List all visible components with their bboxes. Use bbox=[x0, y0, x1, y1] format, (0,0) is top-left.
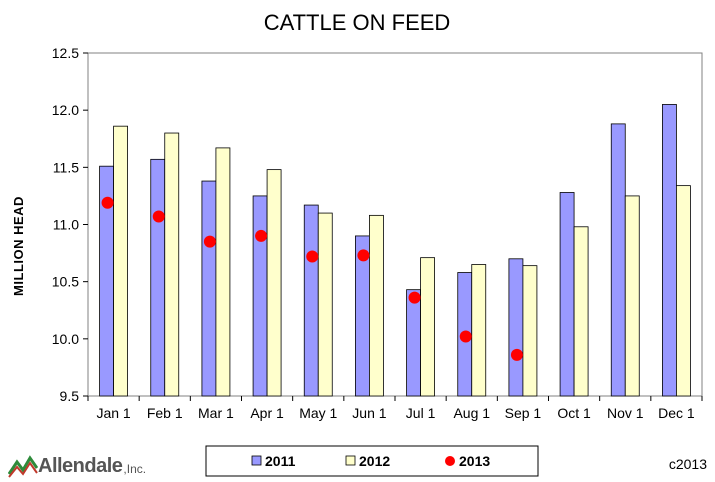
allendale-logo-icon bbox=[8, 455, 38, 478]
x-tick-label: Feb 1 bbox=[147, 405, 183, 421]
bar-2011-sep-1 bbox=[508, 258, 524, 397]
legend: 2011 2012 2013 bbox=[205, 445, 539, 477]
legend-marker-2013 bbox=[445, 456, 455, 466]
bar-2011-jul-1 bbox=[406, 289, 421, 397]
x-tick-label: Jun 1 bbox=[352, 405, 386, 421]
copyright-text: c2013 bbox=[668, 456, 707, 472]
marker-2013-sep-1 bbox=[510, 348, 523, 361]
y-tick-label: 11.0 bbox=[53, 217, 79, 233]
y-tick-label: 12.0 bbox=[52, 102, 79, 118]
logo-suffix: ,Inc. bbox=[123, 462, 147, 476]
bar-2011-oct-1 bbox=[559, 192, 575, 397]
bar-2011-dec-1 bbox=[662, 104, 677, 397]
markers-layer bbox=[101, 196, 523, 361]
legend-label-2012: 2012 bbox=[359, 453, 390, 469]
marker-2013-may-1 bbox=[306, 250, 319, 263]
marker-2013-jun-1 bbox=[357, 249, 370, 262]
bar-2012-jun-1 bbox=[369, 214, 384, 397]
bar-2011-feb-1 bbox=[150, 158, 166, 397]
bar-2011-nov-1 bbox=[610, 123, 626, 397]
bar-2012-oct-1 bbox=[573, 226, 589, 397]
legend-label-2011: 2011 bbox=[265, 453, 296, 469]
bar-2012-sep-1 bbox=[522, 265, 538, 397]
bar-2011-apr-1 bbox=[252, 195, 268, 397]
marker-2013-jul-1 bbox=[408, 291, 421, 304]
marker-2013-mar-1 bbox=[203, 235, 216, 248]
bar-2012-nov-1 bbox=[624, 195, 640, 397]
x-tick-label: Sep 1 bbox=[505, 405, 542, 421]
x-tick-label: May 1 bbox=[299, 405, 337, 421]
bar-2011-may-1 bbox=[303, 204, 319, 397]
x-tick-label: Jul 1 bbox=[406, 405, 436, 421]
y-tick-label: 10.0 bbox=[52, 331, 79, 347]
y-tick-label: 10.5 bbox=[52, 274, 79, 290]
x-tick-label: Oct 1 bbox=[557, 405, 591, 421]
y-axis: 9.5 10.0 10.5 11.0 11.5 12.0 12.5 bbox=[52, 45, 88, 404]
plot-area bbox=[87, 52, 703, 397]
bar-2012-dec-1 bbox=[676, 185, 691, 397]
x-tick-label: Aug 1 bbox=[453, 405, 490, 421]
bar-2011-mar-1 bbox=[201, 180, 217, 397]
marker-2013-aug-1 bbox=[459, 330, 472, 343]
bar-2012-aug-1 bbox=[471, 264, 487, 397]
x-tick-label: Apr 1 bbox=[250, 405, 284, 421]
marker-2013-jan-1 bbox=[101, 196, 114, 209]
y-tick-label: 9.5 bbox=[60, 388, 80, 404]
chart-title: CATTLE ON FEED bbox=[264, 10, 451, 35]
x-tick-label: Jan 1 bbox=[96, 405, 130, 421]
legend-label-2013: 2013 bbox=[459, 453, 490, 469]
y-axis-label: MILLION HEAD bbox=[11, 196, 26, 296]
legend-swatch-2011 bbox=[251, 455, 262, 466]
y-tick-label: 12.5 bbox=[52, 45, 79, 61]
bar-2012-apr-1 bbox=[266, 169, 282, 397]
x-tick-label: Mar 1 bbox=[198, 405, 234, 421]
bar-2012-may-1 bbox=[317, 212, 333, 397]
bar-2012-jul-1 bbox=[420, 257, 435, 397]
bar-2012-feb-1 bbox=[164, 132, 180, 397]
bars-layer bbox=[99, 104, 691, 397]
x-axis: Jan 1 Feb 1 Mar 1 Apr 1 May 1 Jun 1 Jul 1 Aug 1… bbox=[87, 396, 703, 421]
logo-wordmark: Allendale bbox=[38, 455, 123, 477]
marker-2013-feb-1 bbox=[152, 210, 165, 223]
x-tick-label: Dec 1 bbox=[658, 405, 695, 421]
x-tick-label: Nov 1 bbox=[607, 405, 644, 421]
legend-swatch-2012 bbox=[345, 455, 356, 466]
allendale-logo: Allendale ,Inc. bbox=[8, 452, 146, 478]
marker-2013-apr-1 bbox=[255, 229, 268, 242]
bar-2012-jan-1 bbox=[113, 125, 128, 397]
y-tick-label: 11.5 bbox=[53, 159, 79, 175]
bar-2012-mar-1 bbox=[215, 147, 231, 397]
